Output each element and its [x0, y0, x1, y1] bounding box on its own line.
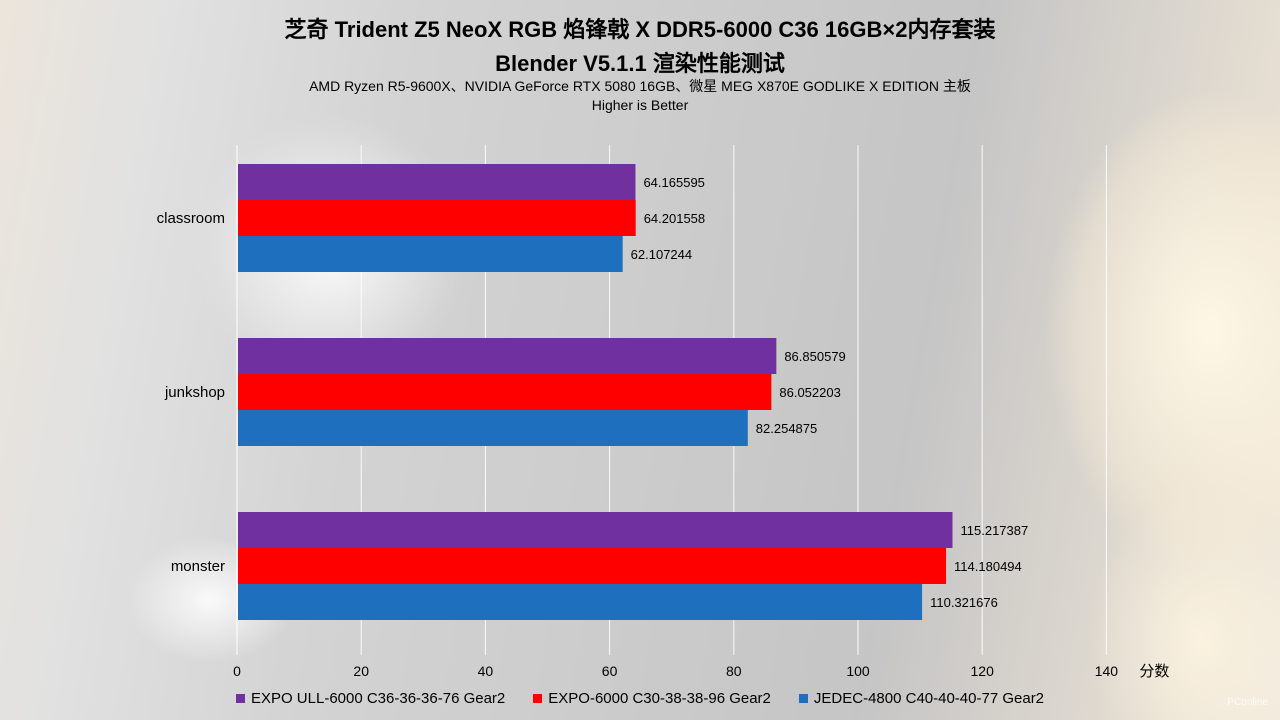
- legend-swatch: [533, 694, 543, 703]
- data-label: 82.254875: [756, 421, 817, 436]
- x-axis-label: 分数: [1139, 662, 1169, 680]
- legend-item-expo: EXPO-6000 C30-38-38-96 Gear2: [533, 690, 771, 707]
- data-label: 115.217387: [961, 523, 1029, 538]
- bar: [238, 410, 748, 446]
- data-label: 114.180494: [954, 559, 1022, 574]
- x-tick-label: 0: [233, 663, 241, 679]
- data-label: 110.321676: [930, 595, 998, 610]
- chart-legend: EXPO ULL-6000 C36-36-36-76 Gear2 EXPO-60…: [0, 690, 1280, 707]
- x-tick-label: 20: [353, 663, 369, 679]
- legend-label: EXPO-6000 C30-38-38-96 Gear2: [548, 690, 771, 707]
- bar: [238, 584, 923, 620]
- legend-swatch: [798, 694, 808, 703]
- category-label: junkshop: [164, 384, 225, 401]
- category-label: monster: [171, 558, 225, 575]
- x-tick-label: 120: [971, 663, 995, 679]
- data-label: 64.165595: [643, 175, 704, 190]
- x-tick-label: 40: [478, 663, 494, 679]
- category-label: classroom: [157, 210, 225, 227]
- data-label: 86.052203: [779, 385, 840, 400]
- data-label: 62.107244: [631, 247, 692, 262]
- chart-title: 芝奇 Trident Z5 NeoX RGB 焰锋戟 X DDR5-6000 C…: [284, 17, 996, 42]
- data-label: 86.850579: [784, 349, 845, 364]
- bar: [238, 236, 623, 272]
- data-label: 64.201558: [644, 211, 705, 226]
- bar: [238, 512, 953, 548]
- x-tick-label: 140: [1095, 663, 1119, 679]
- legend-swatch: [235, 694, 245, 703]
- bar: [238, 338, 777, 374]
- bar: [238, 200, 636, 236]
- legend-label: JEDEC-4800 C40-40-40-77 Gear2: [813, 690, 1045, 707]
- chart-subtitle: Blender V5.1.1 渲染性能测试: [495, 51, 785, 76]
- higher-is-better-note: Higher is Better: [591, 97, 689, 113]
- bar: [238, 374, 772, 410]
- bar: [238, 164, 636, 200]
- x-tick-label: 80: [726, 663, 742, 679]
- watermark-logo: PConline: [1227, 697, 1268, 708]
- x-tick-label: 100: [846, 663, 870, 679]
- x-tick-label: 60: [602, 663, 618, 679]
- legend-item-jedec: JEDEC-4800 C40-40-40-77 Gear2: [798, 690, 1045, 707]
- legend-item-expo-ull: EXPO ULL-6000 C36-36-36-76 Gear2: [235, 690, 506, 707]
- legend-label: EXPO ULL-6000 C36-36-36-76 Gear2: [250, 690, 506, 707]
- test-platform-note: AMD Ryzen R5-9600X、NVIDIA GeForce RTX 50…: [309, 78, 971, 94]
- bar: [238, 548, 947, 584]
